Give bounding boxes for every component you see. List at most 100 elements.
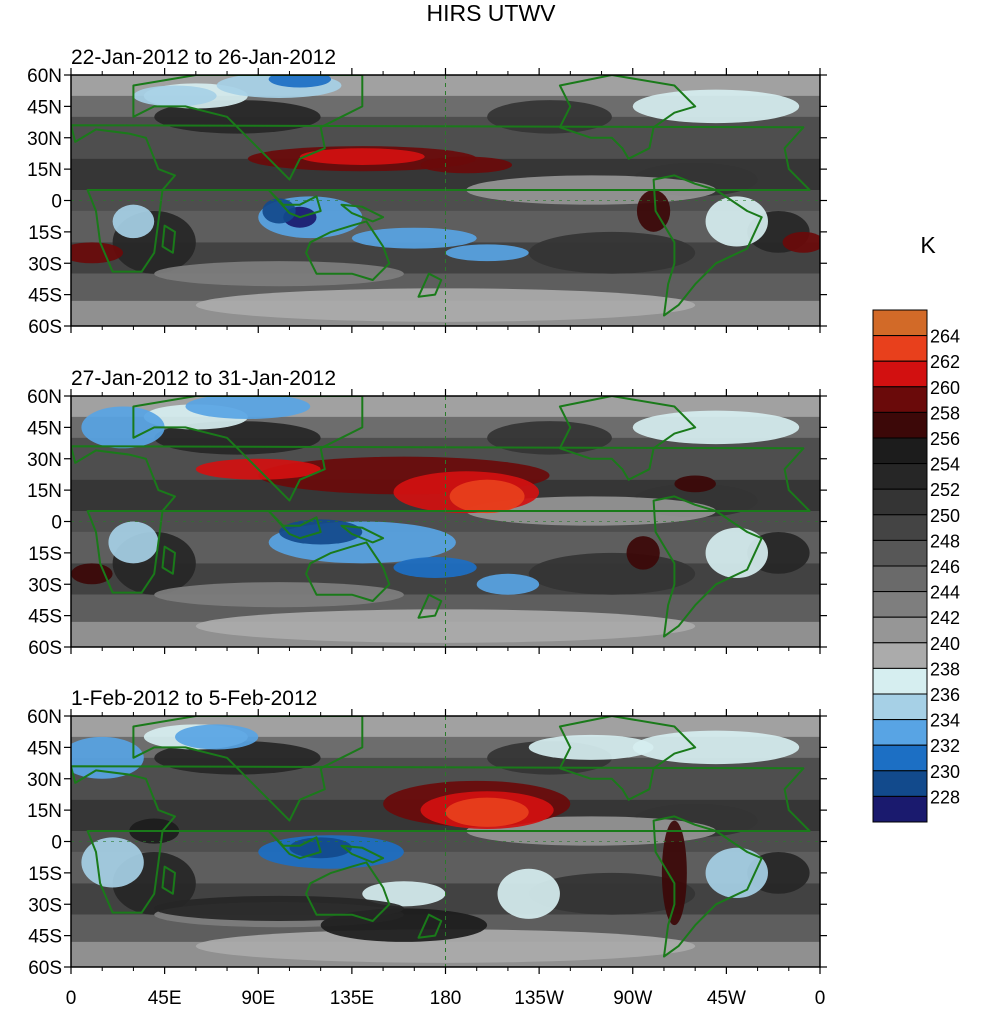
lat-tick-label: 15S	[28, 864, 62, 885]
lat-tick-label: 45N	[27, 97, 62, 118]
coastline	[71, 445, 811, 594]
lon-tick-label: 90E	[241, 988, 275, 1009]
map-panel: 1-Feb-2012 to 5-Feb-2012 60N 45N 30N 15N 0 15S…	[27, 687, 827, 1009]
colorbar-box	[872, 591, 928, 618]
field-blob	[705, 527, 768, 578]
lat-tick-label: 60N	[27, 66, 62, 87]
coastline	[340, 524, 385, 544]
coastline	[305, 220, 391, 281]
colorbar-label: 228	[930, 787, 960, 807]
lat-tick-label: 30S	[28, 575, 62, 596]
field-blob	[154, 582, 404, 608]
colorbar-label: 242	[930, 608, 960, 628]
field-blob	[71, 242, 124, 264]
coastline	[558, 716, 697, 801]
field-blob	[661, 820, 687, 926]
field-blob	[476, 573, 540, 595]
lat-tick-label: 15S	[28, 223, 62, 244]
colorbar-box	[872, 565, 928, 593]
lat-tick-label: 0	[51, 833, 62, 854]
field-blob	[632, 410, 800, 445]
colorbar-box	[872, 309, 928, 337]
field-blob	[626, 536, 660, 570]
lat-tick-label: 30N	[27, 129, 62, 150]
colorbar-label: 232	[930, 736, 960, 756]
coastline	[132, 75, 364, 181]
field-blob	[133, 85, 217, 107]
field-blob	[528, 231, 696, 274]
lat-tick-label: 45S	[28, 927, 62, 948]
field-blob	[351, 227, 477, 249]
field-blob	[195, 929, 696, 963]
colorbar-label: 256	[930, 429, 960, 449]
colorbar-box	[872, 411, 928, 439]
colorbar-box	[872, 514, 928, 541]
lat-tick-label: 60S	[28, 638, 62, 659]
lat-tick-label: 0	[51, 192, 62, 213]
coastline	[132, 716, 364, 822]
colorbar-units: K	[920, 232, 936, 258]
coastline	[417, 272, 443, 298]
field	[71, 75, 820, 326]
field-blob	[195, 609, 696, 643]
coastline	[267, 830, 322, 860]
lat-tick-label: 15N	[27, 481, 62, 502]
field-blob	[445, 244, 529, 262]
field-blob	[705, 847, 768, 898]
lat-tick-label: 30N	[27, 770, 62, 791]
colorbar-box	[872, 719, 928, 746]
colorbar-label: 230	[930, 762, 960, 782]
field-blob	[497, 868, 560, 919]
colorbar-label: 238	[930, 659, 960, 679]
colorbar-label: 234	[930, 711, 960, 731]
coastline	[417, 593, 443, 619]
colorbar-label: 248	[930, 531, 960, 551]
lon-tick-label: 135E	[330, 988, 374, 1009]
colorbar-label: 250	[930, 506, 960, 526]
lon-tick-label: 0	[66, 988, 77, 1009]
coastline	[267, 189, 322, 219]
field-blob	[71, 736, 144, 779]
colorbar-label: 244	[930, 583, 960, 603]
map-panel: 22-Jan-2012 to 26-Jan-2012 60N 45N 30N 15N 0 1…	[27, 46, 827, 338]
panel-title: 1-Feb-2012 to 5-Feb-2012	[71, 687, 317, 710]
field-blob	[632, 730, 800, 765]
coastline	[132, 396, 364, 502]
field-blob	[268, 75, 332, 88]
field-blob	[449, 479, 525, 514]
field-blob	[175, 724, 259, 750]
colorbar-label: 246	[930, 557, 960, 577]
map-panel: 27-Jan-2012 to 31-Jan-2012 60N 45N 30N 15N 0 1…	[27, 367, 827, 659]
lat-tick-label: 0	[51, 513, 62, 534]
field-blob	[81, 406, 165, 449]
lat-tick-label: 60S	[28, 317, 62, 338]
coastlines	[71, 396, 811, 638]
panels: 22-Jan-2012 to 26-Jan-201260N45N30N15N01…	[27, 46, 827, 1009]
lat-tick-label: 45N	[27, 738, 62, 759]
colorbar-box	[872, 642, 928, 669]
field-blob	[154, 895, 404, 921]
field-blob	[528, 552, 696, 595]
coastlines	[71, 75, 811, 317]
colorbar-box	[872, 437, 928, 465]
lon-tick-label: 135W	[514, 988, 564, 1009]
colorbar-label: 236	[930, 685, 960, 705]
field-blob	[195, 288, 696, 322]
lat-tick-label: 45N	[27, 418, 62, 439]
coastline	[558, 396, 697, 481]
coastlines	[71, 716, 811, 958]
colorbar-box	[872, 360, 928, 388]
colorbar-box	[872, 667, 928, 695]
colorbar-box	[872, 386, 928, 413]
colorbar-label: 264	[930, 327, 960, 347]
colorbar-label: 254	[930, 455, 960, 475]
field-blob	[71, 563, 113, 585]
coastline	[652, 495, 763, 638]
field-blob	[81, 837, 144, 888]
lon-tick-label: 180	[430, 988, 462, 1009]
coastline	[558, 75, 697, 160]
field-blob	[528, 872, 696, 915]
colorbar: 228 230 232 234 236 238 240 242 244 246 248 250 252 2…	[872, 309, 960, 823]
field-blob	[393, 557, 477, 578]
lat-tick-label: 45S	[28, 286, 62, 307]
